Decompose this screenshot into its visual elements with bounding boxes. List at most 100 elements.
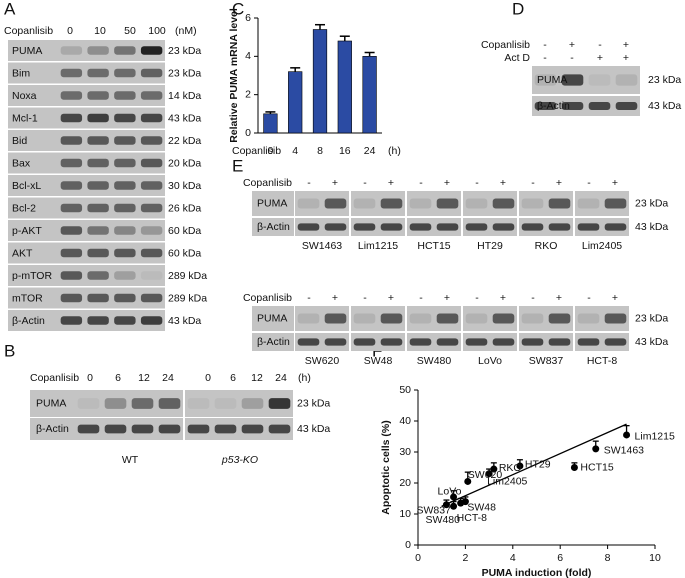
blot-strip [252, 333, 294, 351]
protein-label: p-mTOR [12, 270, 52, 282]
x-tick-label: 2 [462, 552, 468, 564]
panel-letter: E [232, 156, 243, 175]
blot-strip [58, 175, 165, 196]
bar [288, 71, 303, 134]
kda-label: 20 kDa [168, 157, 201, 169]
y-tick-label: 0 [405, 539, 411, 551]
band [77, 398, 100, 409]
band [140, 293, 163, 303]
band [87, 136, 109, 145]
band [87, 181, 109, 190]
label: Copanlisib [4, 25, 53, 37]
x-tick-label: 0 [267, 145, 273, 157]
kda-label: 289 kDa [168, 292, 207, 304]
band [140, 46, 163, 55]
blot-strip [58, 265, 165, 286]
blot-strip [532, 66, 640, 94]
protein-label: PUMA [537, 74, 567, 86]
dose-label: 10 [94, 25, 106, 37]
protein-label: p-AKT [12, 225, 42, 237]
cell-line-label: HCT15 [417, 240, 450, 252]
blot-strip [575, 218, 629, 236]
band [297, 198, 320, 209]
blot-strip [351, 218, 405, 236]
band [214, 424, 237, 434]
band [548, 338, 571, 346]
cell-line-label: SW48 [364, 355, 393, 367]
sign-label: - [587, 177, 591, 189]
point [592, 445, 600, 453]
band [158, 398, 181, 409]
blot-strip [58, 152, 165, 174]
time-label: 6 [115, 372, 121, 384]
panel-letter: B [4, 341, 15, 360]
band [492, 223, 515, 231]
sign-label: - [531, 292, 535, 304]
band [114, 203, 136, 213]
band [577, 338, 600, 346]
x-tick-label: 24 [364, 145, 376, 157]
sign-label: + [569, 39, 575, 51]
x-tick-label: 8 [605, 552, 611, 564]
band [465, 313, 488, 324]
blot-strip [295, 218, 349, 236]
band [87, 203, 109, 213]
band [353, 313, 376, 324]
band [465, 338, 488, 346]
protein-label: Mcl-1 [12, 112, 38, 124]
point-label: LoVo [438, 486, 462, 498]
band [104, 398, 127, 409]
protein-label: AKT [12, 247, 33, 259]
band [436, 338, 459, 346]
protein-label: β-Actin [257, 336, 290, 348]
sign-label: - [598, 39, 602, 51]
band [492, 313, 515, 324]
band [436, 313, 459, 324]
band [577, 313, 600, 324]
band [131, 398, 154, 409]
time-label: 12 [138, 372, 150, 384]
blot-strip [58, 107, 165, 129]
band [214, 398, 237, 409]
label: (nM) [175, 25, 197, 37]
blot-strip [30, 418, 75, 440]
band [114, 136, 136, 145]
kda-label: 60 kDa [168, 225, 201, 237]
treatment-label: Copanlisib [243, 177, 292, 189]
x-tick-label: 6 [557, 552, 563, 564]
band [114, 316, 136, 325]
y-tick-label: 30 [399, 446, 411, 458]
sign-label: + [612, 177, 618, 189]
blot-strip [30, 390, 75, 417]
protein-label: PUMA [36, 397, 66, 409]
point [490, 465, 498, 473]
band [87, 113, 109, 123]
sign-label: + [444, 292, 450, 304]
band [87, 68, 109, 78]
band [187, 424, 210, 434]
x-tick-label: 4 [292, 145, 298, 157]
protein-label: Bax [12, 157, 31, 169]
band [548, 313, 571, 324]
protein-label: PUMA [257, 197, 287, 209]
band [324, 198, 347, 209]
x-tick-label: 4 [510, 552, 516, 564]
y-axis-label: Relative PUMA mRNA level [228, 8, 240, 143]
treatment-label: Copanlisib [243, 292, 292, 304]
band [60, 158, 83, 168]
band [140, 113, 163, 123]
band [521, 198, 544, 209]
band [548, 223, 571, 231]
blot-strip [575, 333, 629, 351]
band [353, 198, 376, 209]
band [241, 398, 264, 409]
kda-label: 289 kDa [168, 270, 207, 282]
band [577, 198, 600, 209]
band [140, 68, 163, 78]
kda-label: 23 kDa [297, 397, 330, 409]
band [140, 181, 163, 190]
cell-line-label: HT29 [477, 240, 503, 252]
y-tick-label: 4 [245, 50, 251, 62]
band [380, 198, 403, 209]
point [450, 502, 458, 510]
